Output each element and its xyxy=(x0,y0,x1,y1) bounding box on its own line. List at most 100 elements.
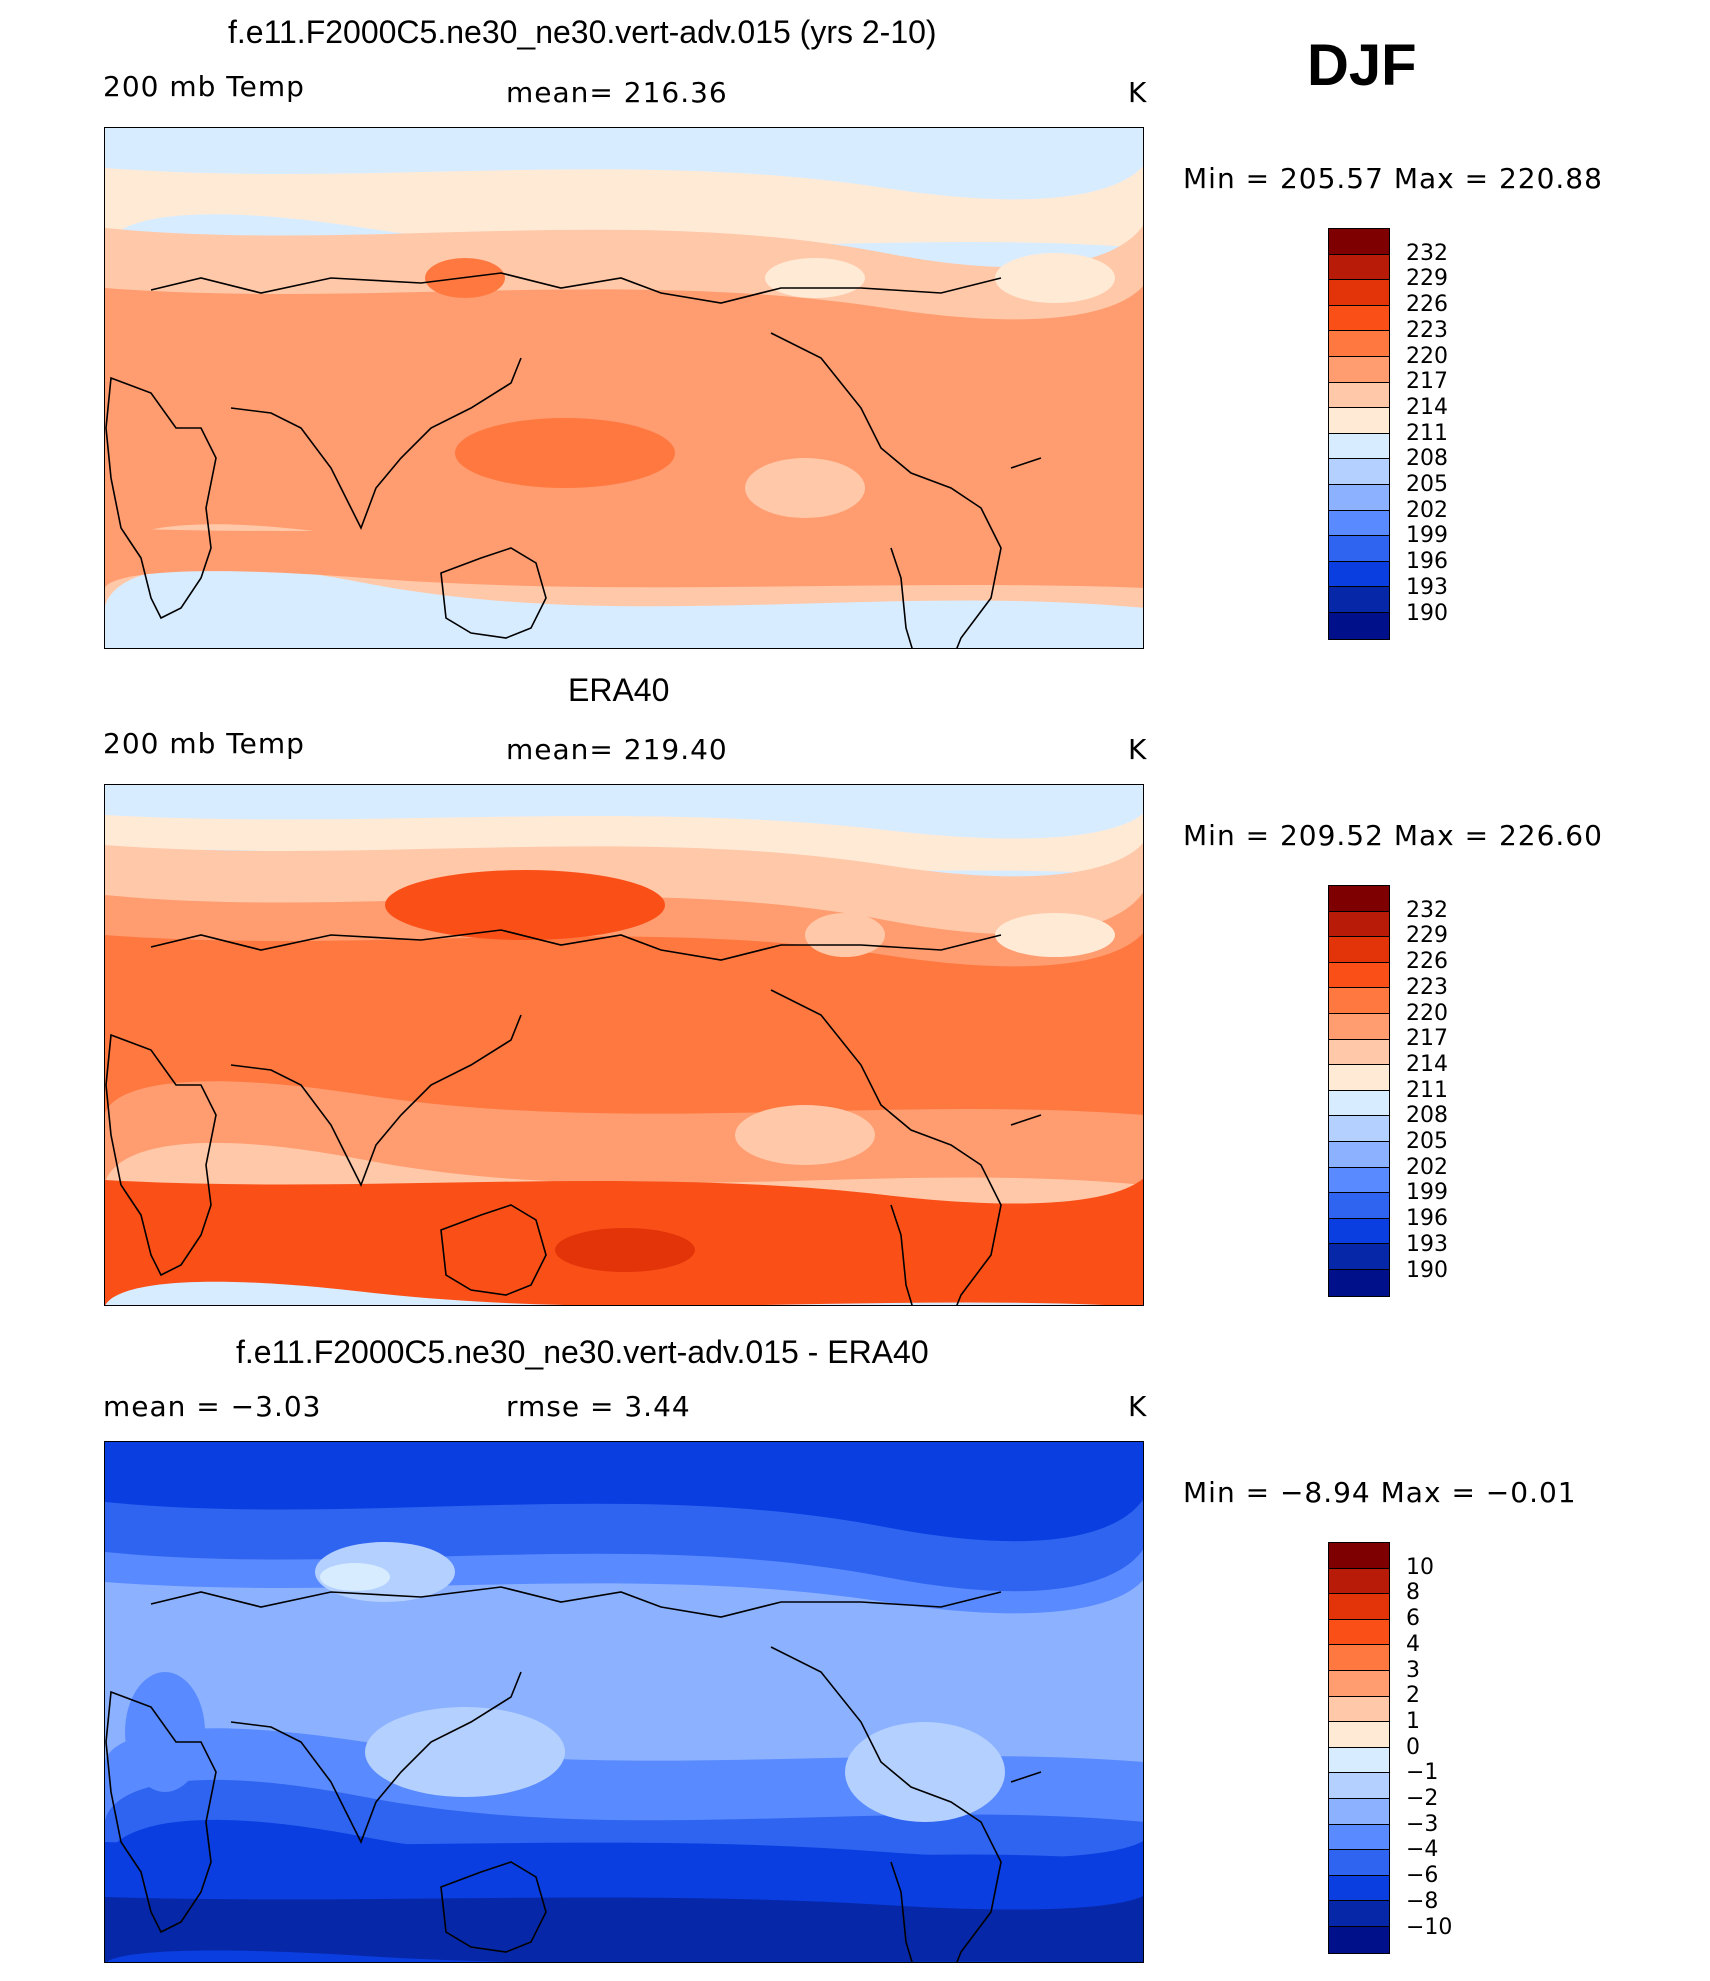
coastline xyxy=(770,1646,1002,1962)
coastline xyxy=(440,547,547,639)
coastline xyxy=(150,272,1002,304)
colorbar-tick-label: 2 xyxy=(1406,1683,1420,1709)
colorbar-swatch xyxy=(1329,886,1389,912)
colorbar-swatch xyxy=(1329,433,1389,460)
coastline xyxy=(150,929,1002,961)
colorbar-swatch xyxy=(1329,1824,1389,1851)
colorbar-tick-label: 220 xyxy=(1406,1000,1448,1026)
colorbar-tick-label: 0 xyxy=(1406,1734,1420,1760)
coastline xyxy=(105,1690,217,1934)
colorbar-swatch xyxy=(1329,1269,1389,1296)
colorbar-tick-label: 211 xyxy=(1406,420,1448,446)
colorbar-tick-label: 196 xyxy=(1406,1206,1448,1232)
colorbar-swatch xyxy=(1329,1619,1389,1646)
colorbar-tick-label: 8 xyxy=(1406,1580,1420,1606)
colorbar-swatch xyxy=(1329,937,1389,963)
colorbar-tick-label: 208 xyxy=(1406,1103,1448,1129)
colorbar-swatch xyxy=(1329,1039,1389,1066)
coastline xyxy=(230,357,522,530)
contour-band xyxy=(105,1896,1143,1962)
panel1-variable: 200 mb Temp xyxy=(103,70,305,103)
colorbar-tick-label: 217 xyxy=(1406,1026,1448,1052)
colorbar-tick-label: −4 xyxy=(1406,1837,1439,1863)
colorbar-swatch xyxy=(1329,1594,1389,1620)
panel3-range: Min = −8.94 Max = −0.01 xyxy=(1183,1476,1577,1509)
colorbar-tick-label: 4 xyxy=(1406,1631,1420,1657)
coastline xyxy=(440,1204,547,1296)
colorbar-swatch xyxy=(1329,305,1389,332)
contour-blob xyxy=(385,870,665,940)
colorbar-tick-label: −6 xyxy=(1406,1863,1439,1889)
colorbar-tick-label: 217 xyxy=(1406,369,1448,395)
colorbar-tick-label: 223 xyxy=(1406,974,1448,1000)
colorbar-tick-label: 208 xyxy=(1406,446,1448,472)
colorbar-swatch xyxy=(1329,988,1389,1014)
panel2-colorbar xyxy=(1328,885,1390,1297)
contour-blob xyxy=(455,418,675,488)
panel1-title: f.e11.F2000C5.ne30_ne30.vert-adv.015 (yr… xyxy=(228,14,937,50)
contour-blob xyxy=(735,1105,875,1165)
colorbar-swatch xyxy=(1329,911,1389,938)
contour-blob xyxy=(805,913,885,957)
colorbar-tick-label: −1 xyxy=(1406,1760,1439,1786)
contour-blob xyxy=(365,1707,565,1797)
colorbar-swatch xyxy=(1329,1850,1389,1876)
colorbar-tick-label: 202 xyxy=(1406,1154,1448,1180)
colorbar-swatch xyxy=(1329,1798,1389,1825)
colorbar-tick-label: 196 xyxy=(1406,549,1448,575)
colorbar-swatch xyxy=(1329,1090,1389,1117)
colorbar-swatch xyxy=(1329,1167,1389,1194)
colorbar-tick-label: 232 xyxy=(1406,240,1448,266)
colorbar-swatch xyxy=(1329,1926,1389,1953)
colorbar-tick-label: −10 xyxy=(1406,1914,1453,1940)
colorbar-tick-label: −2 xyxy=(1406,1786,1439,1811)
colorbar-swatch xyxy=(1329,459,1389,485)
panel1-map xyxy=(104,127,1144,649)
contour-band xyxy=(105,527,1143,588)
colorbar-swatch xyxy=(1329,1141,1389,1168)
colorbar-swatch xyxy=(1329,331,1389,357)
colorbar-swatch xyxy=(1329,561,1389,588)
colorbar-tick-label: 3 xyxy=(1406,1657,1420,1683)
colorbar-swatch xyxy=(1329,1116,1389,1142)
colorbar-swatch xyxy=(1329,587,1389,613)
colorbar-tick-label: −8 xyxy=(1406,1888,1439,1914)
coastline xyxy=(1010,1114,1042,1126)
panel3-map-svg xyxy=(105,1442,1143,1962)
contour-band xyxy=(105,166,1143,248)
colorbar-tick-label: 229 xyxy=(1406,923,1448,949)
colorbar-tick-label: 211 xyxy=(1406,1077,1448,1103)
coastline xyxy=(105,1033,217,1277)
colorbar-tick-label: 223 xyxy=(1406,317,1448,343)
colorbar-swatch xyxy=(1329,1901,1389,1927)
panel3-mean: mean = −3.03 xyxy=(103,1390,322,1423)
panel2-range: Min = 209.52 Max = 226.60 xyxy=(1183,819,1603,852)
colorbar-tick-label: −3 xyxy=(1406,1811,1439,1837)
colorbar-swatch xyxy=(1329,510,1389,537)
colorbar-swatch xyxy=(1329,408,1389,434)
colorbar-swatch xyxy=(1329,1747,1389,1774)
contour-band xyxy=(105,1580,1143,1762)
contour-blob xyxy=(995,253,1115,303)
contour-blob xyxy=(765,258,865,298)
panel2-map xyxy=(104,784,1144,1306)
panel2-map-svg xyxy=(105,785,1143,1305)
contour-blob xyxy=(995,913,1115,957)
colorbar-swatch xyxy=(1329,612,1389,639)
coastline xyxy=(440,1861,547,1953)
colorbar-swatch xyxy=(1329,1244,1389,1270)
panel3-map xyxy=(104,1441,1144,1963)
colorbar-tick-label: 205 xyxy=(1406,1129,1448,1154)
colorbar-tick-label: 232 xyxy=(1406,897,1448,923)
colorbar-tick-label: 229 xyxy=(1406,266,1448,292)
colorbar-swatch xyxy=(1329,1645,1389,1671)
colorbar-swatch xyxy=(1329,1670,1389,1697)
colorbar-swatch xyxy=(1329,1696,1389,1723)
panel2-units: K xyxy=(1128,733,1148,766)
coastline xyxy=(105,376,217,620)
panel2-mean: mean= 219.40 xyxy=(506,733,728,766)
colorbar-tick-label: 205 xyxy=(1406,472,1448,497)
colorbar-swatch xyxy=(1329,962,1389,989)
contour-blob xyxy=(745,458,865,518)
colorbar-swatch xyxy=(1329,1013,1389,1040)
